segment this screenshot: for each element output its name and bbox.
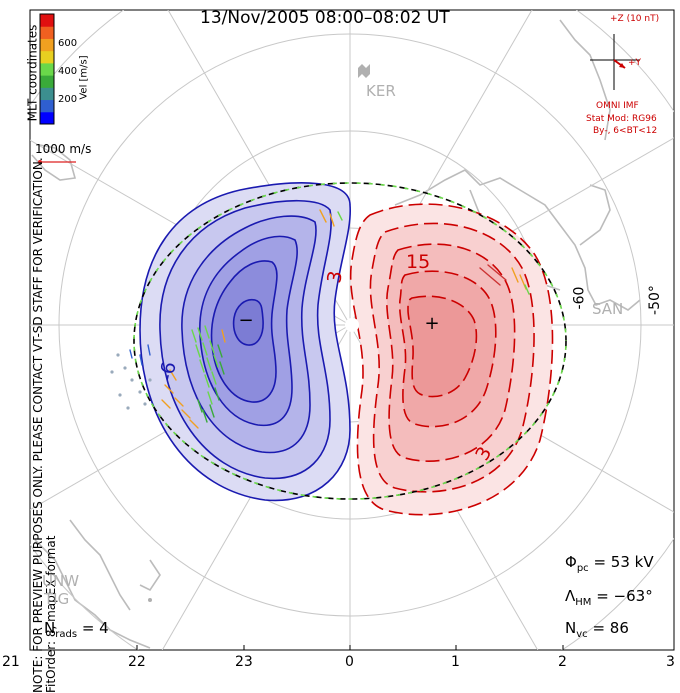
colorbar-tick-200: 200	[58, 94, 78, 105]
station-san: SAN	[592, 300, 624, 318]
colorbar-swatch	[40, 26, 54, 39]
velocity-scale-label: 1000 m/s	[35, 142, 92, 156]
station-unw: UNW	[42, 572, 80, 590]
contour-label-15: 15	[406, 251, 430, 273]
negative-potential-cell	[139, 182, 352, 502]
station-ker: KER	[366, 82, 396, 100]
latitude-label-50: -50°	[646, 285, 663, 315]
map-title: 13/Nov/2005 08:00–08:02 UT	[200, 8, 450, 28]
potential-max-marker: +	[424, 313, 439, 334]
stat-nvc: Nvc = 86	[565, 619, 629, 640]
stat-phi-pc: Φpc = 53 kV	[565, 553, 654, 574]
mlt-axis-ticks	[29, 645, 675, 650]
imf-dial	[590, 34, 640, 90]
imf-model: Stat Mod: RG96	[586, 114, 657, 124]
colorbar-swatch	[40, 50, 54, 64]
mlt-tick-3: 3	[666, 654, 675, 670]
mlt-tick-22: 22	[128, 654, 146, 670]
colorbar-swatch	[40, 38, 54, 52]
colorbar-swatch	[40, 99, 54, 113]
colorbar-swatch	[40, 75, 54, 88]
station-tig: TIG	[44, 590, 70, 608]
pole-marker	[345, 318, 359, 332]
hm-boundary-ticks	[133, 182, 567, 500]
imf-y-label: +Y	[628, 58, 642, 68]
imf-z-label: +Z (10 nT)	[610, 14, 660, 24]
imf-source: OMNI IMF	[596, 101, 639, 111]
colorbar-swatch	[40, 14, 54, 27]
station-markers	[148, 64, 370, 602]
contour-label-neg6: -6	[155, 360, 180, 383]
colorbar-outline	[39, 13, 55, 125]
positive-potential-cell	[349, 203, 554, 516]
colorbar-swatch	[40, 87, 54, 101]
mlt-tick-1: 1	[451, 654, 460, 670]
mlt-tick-23: 23	[235, 654, 253, 670]
stat-nrads: Nrads = 4	[44, 619, 109, 640]
colorbar-tick-400: 400	[58, 66, 78, 77]
contour-label-3-top: 3	[323, 269, 347, 285]
convection-map: − + -6 3 15 3	[29, 9, 675, 651]
mlt-tick-2: 2	[558, 654, 567, 670]
colorbar-label: Vel [m/s]	[78, 55, 90, 100]
coordinates-label: MLT coordinates	[25, 24, 40, 122]
stat-lambda-hm: ΛHM = −63°	[565, 587, 653, 608]
mlt-tick-21: 21	[2, 654, 20, 670]
mlt-tick-0: 0	[345, 654, 354, 670]
potential-min-marker: −	[238, 310, 253, 331]
imf-condition: By-, 6<BT<12	[593, 126, 658, 136]
latitude-label-60: -60	[571, 286, 588, 310]
colorbar-swatch	[40, 62, 54, 76]
velocity-colorbar	[39, 13, 55, 125]
velocity-vectors	[110, 209, 530, 429]
colorbar-swatch	[40, 111, 54, 125]
colorbar-tick-600: 600	[58, 38, 78, 49]
